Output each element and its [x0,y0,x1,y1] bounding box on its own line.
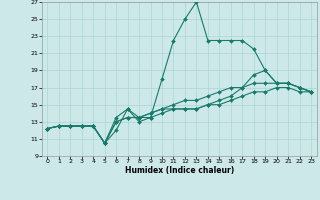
X-axis label: Humidex (Indice chaleur): Humidex (Indice chaleur) [124,166,234,175]
